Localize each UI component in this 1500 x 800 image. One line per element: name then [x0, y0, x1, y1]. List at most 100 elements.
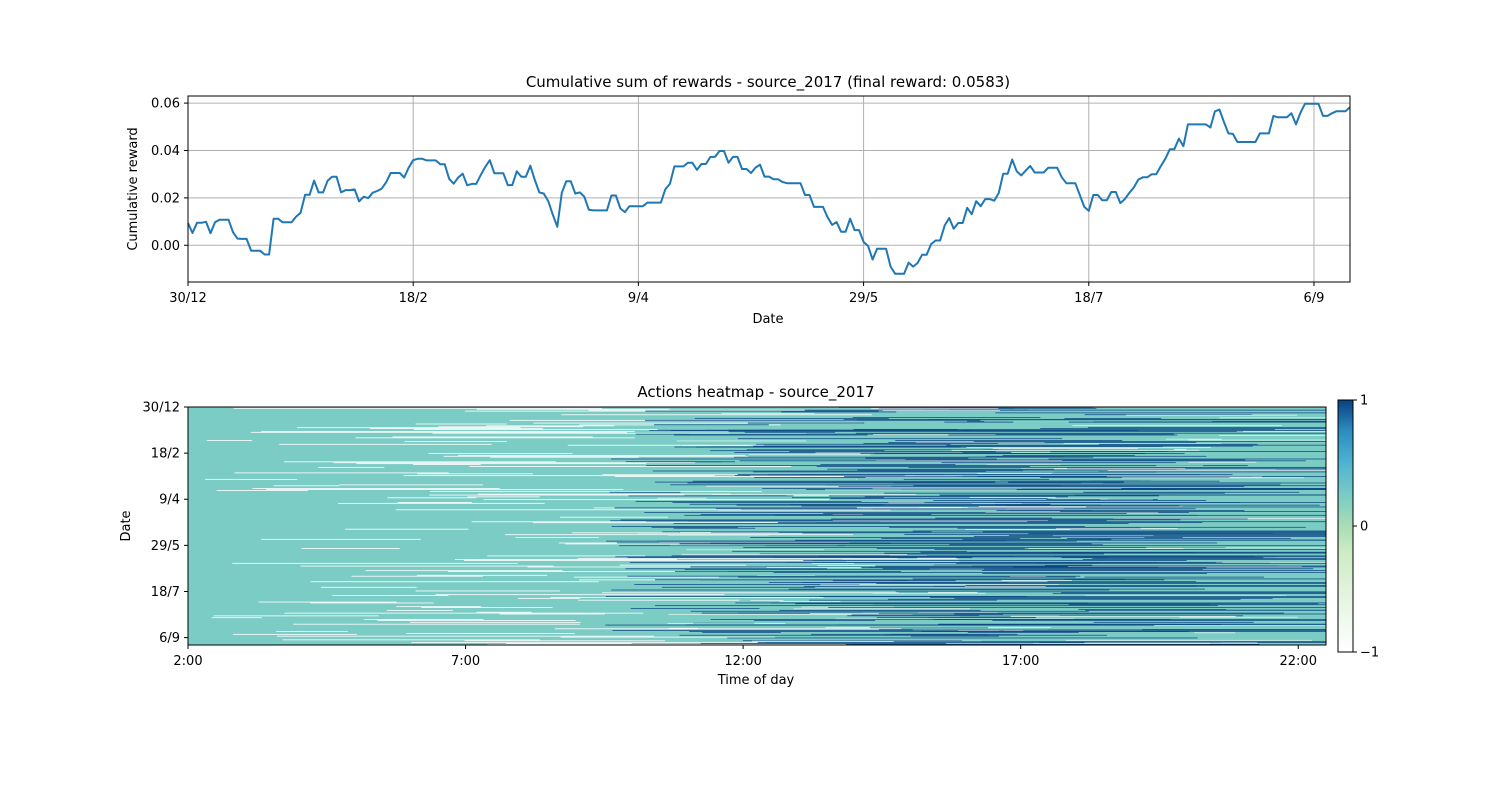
heatmap-cell-one [967, 456, 1094, 458]
heatmap-cell-minus-one [1052, 535, 1154, 537]
heatmap-cell-one [742, 640, 963, 642]
heatmap-cell-minus-one [454, 559, 678, 561]
heatmap-cell-minus-one [815, 452, 963, 454]
heatmap-cell-one [827, 468, 1055, 470]
heatmap-cell-one [611, 526, 1085, 527]
line-chart-y-tick-label: 0.04 [151, 144, 180, 159]
heatmap-cell-minus-one [1061, 537, 1145, 539]
heatmap-cell-minus-one [297, 427, 521, 429]
heatmap-cell-one [967, 632, 1079, 633]
heatmap-cell-minus-one [211, 617, 262, 619]
heatmap-y-tick-label: 30/12 [143, 401, 180, 416]
heatmap-x-tick-label: 12:00 [724, 654, 761, 669]
heatmap-cell-minus-one [386, 609, 453, 611]
heatmap-cell-minus-one [573, 576, 719, 578]
heatmap-cell-one [788, 588, 1205, 590]
heatmap-cell-one [851, 614, 1004, 616]
heatmap-cell-minus-one [464, 410, 645, 412]
heatmap-cell-one [954, 613, 1326, 615]
heatmap-cell-minus-one [261, 430, 635, 432]
heatmap-cell-minus-one [429, 490, 762, 492]
heatmap-cell-minus-one [284, 612, 644, 614]
heatmap-cell-one [992, 620, 1326, 621]
heatmap-cell-minus-one [750, 600, 784, 601]
heatmap-cell-one [962, 538, 1112, 540]
heatmap-cell-minus-one [232, 562, 518, 564]
heatmap-cell-minus-one [273, 485, 340, 487]
heatmap-cell-minus-one [505, 643, 632, 644]
heatmap-cell-minus-one [565, 543, 730, 545]
heatmap-cell-one [652, 470, 1024, 472]
heatmap-cell-one [679, 634, 1107, 636]
heatmap-cell-minus-one [1154, 625, 1326, 626]
heatmap-cell-one [654, 481, 996, 483]
heatmap-cell-one [1068, 421, 1326, 423]
heatmap-cell-one [753, 471, 1157, 473]
heatmap-cell-one [863, 442, 1064, 444]
heatmap-cell-minus-one [283, 461, 556, 463]
heatmap-cell-one [857, 469, 1326, 471]
heatmap-cell-one [755, 443, 951, 445]
heatmap-cell-one [1021, 488, 1326, 489]
heatmap-cell-one [889, 526, 1306, 528]
heatmap-cell-minus-one [435, 594, 725, 596]
heatmap-cell-minus-one [1121, 477, 1305, 479]
heatmap-cell-one [1027, 521, 1326, 523]
heatmap-cell-minus-one [404, 441, 507, 442]
line-chart-x-axis-label: Date [752, 312, 783, 327]
heatmap-cell-minus-one [820, 584, 1059, 586]
heatmap-cell-minus-one [205, 478, 298, 480]
heatmap-cell-one [661, 586, 815, 588]
heatmap-cell-minus-one [321, 586, 417, 588]
heatmap-x-axis-label: Time of day [717, 673, 795, 688]
heatmap-cell-minus-one [1010, 576, 1046, 577]
heatmap-cell-minus-one [216, 490, 308, 491]
heatmap-cell-one [967, 420, 1326, 422]
line-chart-x-tick-label: 29/5 [849, 291, 878, 306]
heatmap-cell-one [1082, 559, 1326, 560]
heatmap-cell-one [1002, 454, 1135, 456]
heatmap-cell-one [1008, 510, 1245, 512]
heatmap-cell-minus-one [825, 627, 1051, 628]
heatmap-cell-one [743, 547, 1226, 548]
heatmap-cell-one [708, 446, 861, 448]
heatmap-cell-minus-one [1179, 616, 1298, 618]
heatmap-cell-minus-one [977, 472, 1052, 474]
heatmap-cell-minus-one [668, 614, 913, 615]
heatmap-cell-minus-one [912, 629, 1143, 631]
colorbar-ticks: 1 0 −1 [1353, 394, 1379, 661]
heatmap-cell-minus-one [602, 592, 899, 594]
heatmap-cell-minus-one [917, 557, 957, 559]
heatmap-cell-one [635, 433, 1174, 435]
heatmap-cell-minus-one [972, 503, 1022, 504]
heatmap-cell-minus-one [1085, 595, 1287, 597]
heatmap-cell-one [996, 510, 1093, 512]
heatmap-cell-one [913, 485, 1326, 487]
heatmap-cell-minus-one [396, 606, 481, 608]
heatmap-cell-minus-one [1032, 643, 1210, 645]
heatmap-cell-one [744, 431, 835, 433]
heatmap-cell-one [832, 580, 956, 582]
heatmap-cell-one [654, 424, 769, 426]
heatmap-cell-minus-one [1067, 566, 1303, 567]
heatmap-cell-minus-one [653, 429, 854, 431]
heatmap-cell-minus-one [872, 592, 986, 594]
heatmap-cell-minus-one [835, 618, 1074, 620]
heatmap-cell-minus-one [928, 591, 978, 593]
heatmap-cell-one [644, 419, 981, 421]
heatmap-cell-one [1047, 581, 1197, 583]
heatmap-cell-minus-one [447, 571, 728, 573]
line-chart-y-tick-label: 0.02 [151, 191, 180, 206]
heatmap-cell-one [1054, 555, 1326, 557]
heatmap-cell-one [801, 505, 1180, 507]
heatmap-cell-one [628, 495, 794, 497]
heatmap-cell-one [693, 622, 755, 624]
heatmap-cell-one [1064, 578, 1326, 580]
heatmap-cell-one [779, 609, 981, 611]
heatmap-cell-one [739, 460, 1306, 462]
heatmap-cell-one [1040, 428, 1326, 429]
heatmap-cell-one [770, 602, 1326, 604]
heatmap-x-ticks: 2:00 7:00 12:00 17:00 22:00 [173, 645, 1317, 669]
heatmap-cell-one [702, 632, 781, 633]
